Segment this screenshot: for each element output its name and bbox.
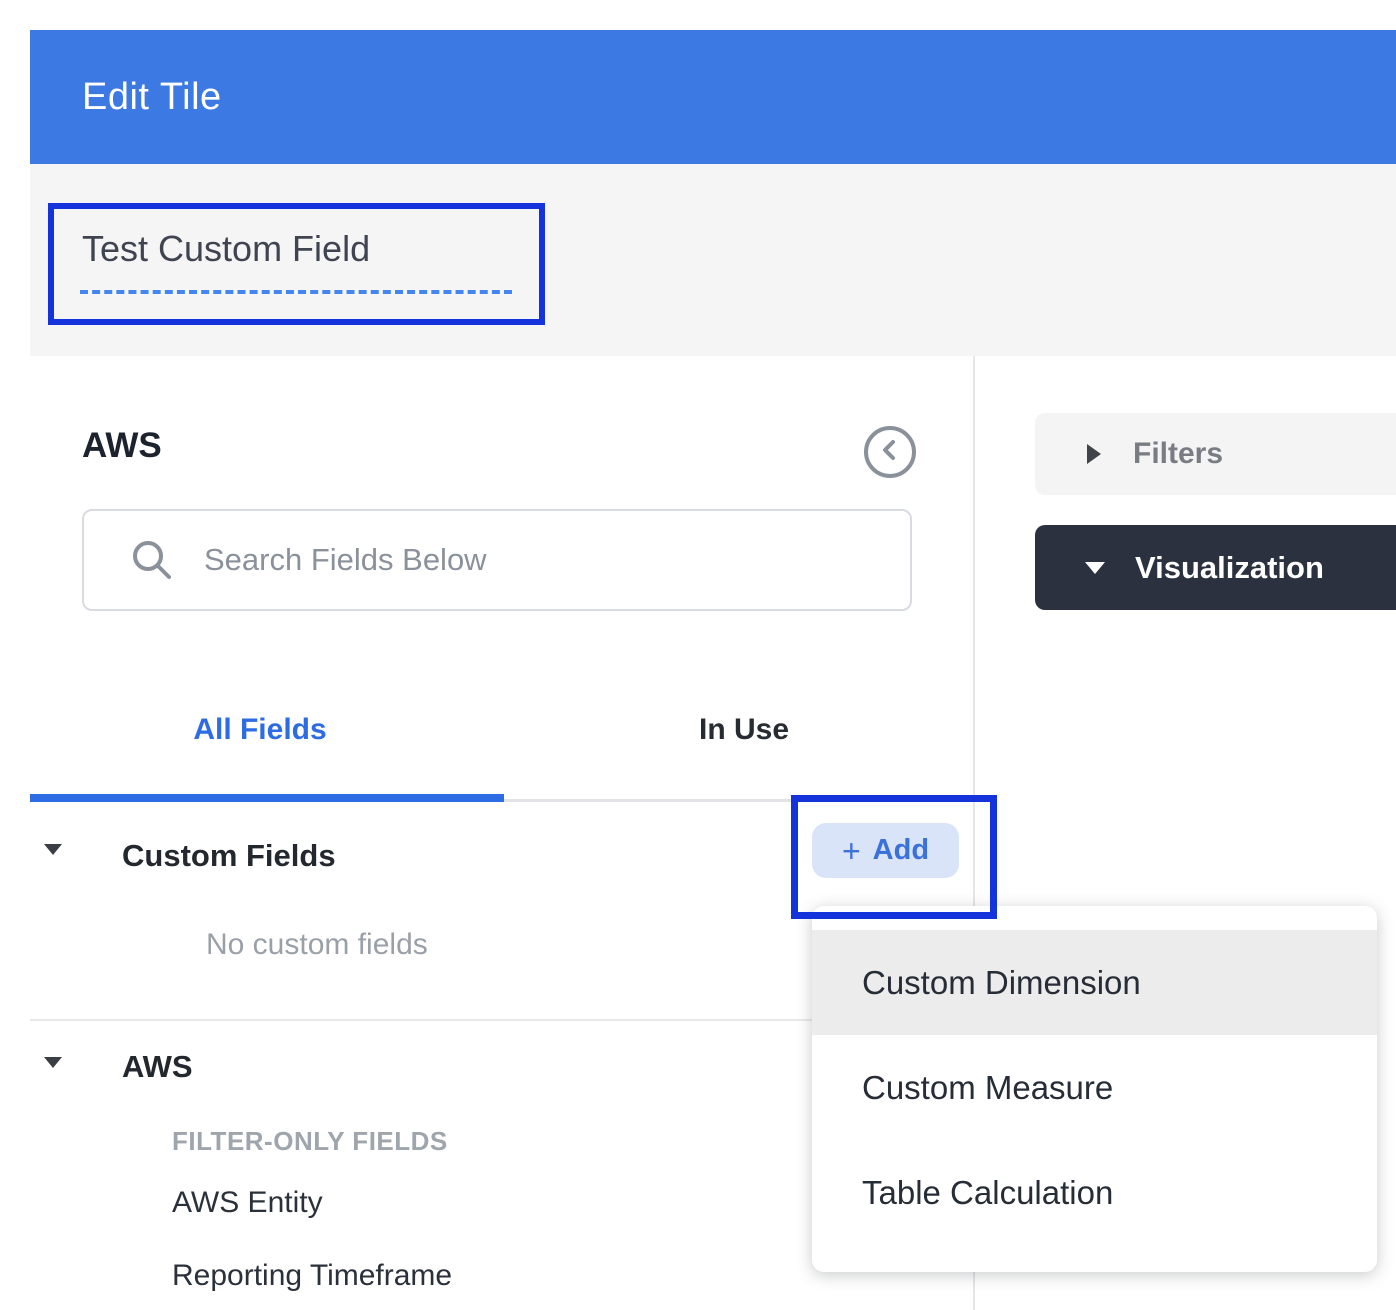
collapse-panel-button[interactable] [864,426,916,478]
search-icon [128,536,176,584]
field-aws-entity[interactable]: AWS Entity [172,1186,323,1219]
title-input-underline [80,258,512,294]
plus-icon: + [841,832,861,869]
menu-item-table-calculation[interactable]: Table Calculation [862,1173,1114,1211]
dialog-title: Edit Tile [82,75,222,118]
filter-only-fields-group-label: FILTER-ONLY FIELDS [172,1126,448,1156]
add-custom-field-button[interactable]: + Add [812,823,959,878]
tab-all-fields[interactable]: All Fields [193,713,327,746]
explore-name: AWS [82,426,162,465]
dialog-header: Edit Tile [30,30,1396,164]
field-search-box[interactable] [82,509,912,611]
arrow-right-icon [1087,444,1101,464]
tab-track-line [504,799,965,802]
section-divider [30,1019,974,1021]
add-button-label: Add [872,834,930,866]
tile-title-input[interactable]: Test Custom Field [82,228,371,269]
panel-divider [973,356,975,1310]
visualization-label: Visualization [1135,549,1324,585]
add-field-menu: Custom Dimension Custom Measure Table Ca… [812,906,1377,1272]
field-search-input[interactable] [204,542,844,578]
visualization-expander[interactable]: Visualization [1035,525,1396,610]
menu-item-custom-measure[interactable]: Custom Measure [862,1068,1114,1106]
section-aws[interactable]: AWS [122,1049,193,1084]
field-reporting-timeframe[interactable]: Reporting Timeframe [172,1259,453,1292]
tab-in-use[interactable]: In Use [698,713,790,746]
active-tab-indicator [30,794,504,802]
no-custom-fields-text: No custom fields [206,928,428,961]
menu-item-custom-dimension[interactable]: Custom Dimension [812,930,1377,1035]
caret-down-icon[interactable] [44,1057,62,1068]
section-custom-fields[interactable]: Custom Fields [122,838,336,873]
caret-down-icon [1085,561,1105,574]
filters-expander[interactable]: Filters [1035,413,1396,495]
chevron-left-icon [875,435,905,470]
caret-down-icon[interactable] [44,844,62,855]
filters-label: Filters [1133,437,1224,470]
